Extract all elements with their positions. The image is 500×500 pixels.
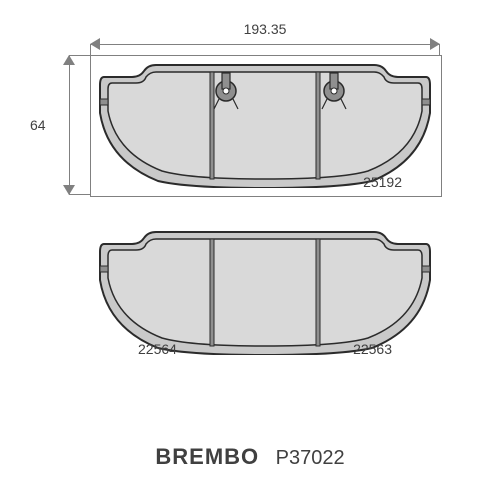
dimension-height-label: 64 [30,117,46,133]
brand-name: BREMBO [155,444,259,469]
brake-pad-bottom: 22564 22563 [98,230,432,355]
brake-pad-bottom-svg [98,230,432,355]
catalog-part-number: P37022 [276,447,345,469]
brake-pad-top-svg [98,63,432,188]
diagram-stage: 193.35 64 [0,0,500,500]
bottom-pad-part-number-right: 22563 [353,341,392,357]
branding-line: BREMBO P37022 [0,444,500,470]
dimension-width: 193.35 [90,35,440,53]
brake-pad-top: 25192 [98,63,432,188]
top-pad-part-number: 25192 [363,174,402,190]
bottom-pad-part-number-left: 22564 [138,341,177,357]
dimension-height: 64 [60,55,78,195]
dimension-width-label: 193.35 [90,21,440,37]
